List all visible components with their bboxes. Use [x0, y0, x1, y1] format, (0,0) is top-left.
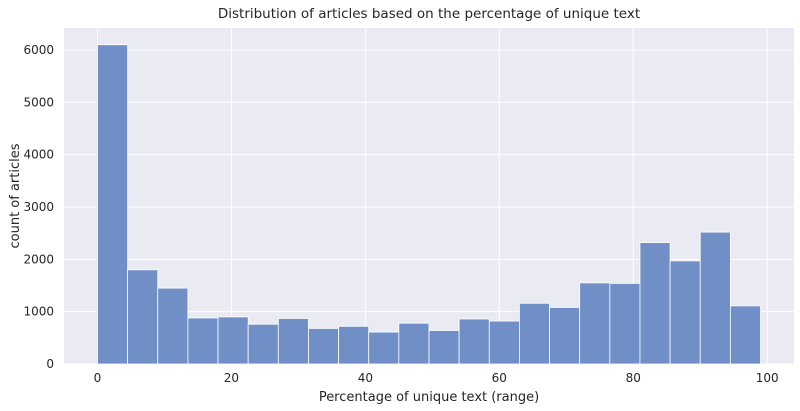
x-tick-label: 40: [358, 371, 373, 385]
histogram-bar: [217, 316, 249, 365]
histogram-bar: [609, 283, 641, 365]
histogram-bar: [157, 287, 189, 365]
histogram-bar: [549, 307, 581, 365]
histogram-bar: [368, 331, 400, 365]
histogram-bar: [519, 302, 550, 365]
histogram-bar: [699, 231, 731, 365]
x-axis-ticks: 0 20 40 60 80 100: [94, 371, 779, 385]
y-tick-label: 4000: [23, 148, 54, 162]
histogram-bar: [639, 242, 671, 365]
histogram-bar: [277, 318, 309, 365]
histogram-bar: [247, 323, 279, 365]
histogram-bar: [97, 44, 129, 365]
histogram-bar: [729, 305, 761, 365]
histogram-bar: [458, 318, 490, 365]
histogram-bar: [187, 317, 219, 365]
x-axis-label: Percentage of unique text (range): [319, 390, 539, 405]
y-tick-label: 3000: [23, 200, 54, 214]
x-tick-label: 20: [224, 371, 239, 385]
histogram-bar: [338, 325, 370, 365]
y-tick-label: 2000: [23, 252, 54, 266]
histogram-bar: [398, 322, 430, 365]
histogram-bar: [669, 260, 701, 365]
y-tick-label: 1000: [23, 305, 54, 319]
y-tick-label: 0: [46, 357, 54, 371]
y-axis-label: count of articles: [8, 143, 23, 248]
histogram-bar: [428, 330, 460, 365]
x-tick-label: 60: [492, 371, 507, 385]
y-axis-ticks: 0 1000 2000 3000 4000 5000 6000: [23, 43, 54, 371]
histogram-bars: [97, 44, 761, 365]
x-tick-label: 80: [626, 371, 641, 385]
histogram-bar: [127, 269, 159, 365]
x-tick-label: 100: [756, 371, 779, 385]
x-tick-label: 0: [94, 371, 102, 385]
y-tick-label: 5000: [23, 95, 54, 109]
histogram-bar: [488, 320, 520, 365]
histogram-bar: [579, 282, 611, 365]
histogram-bar: [308, 328, 339, 365]
chart-title: Distribution of articles based on the pe…: [218, 6, 640, 22]
y-tick-label: 6000: [23, 43, 54, 57]
